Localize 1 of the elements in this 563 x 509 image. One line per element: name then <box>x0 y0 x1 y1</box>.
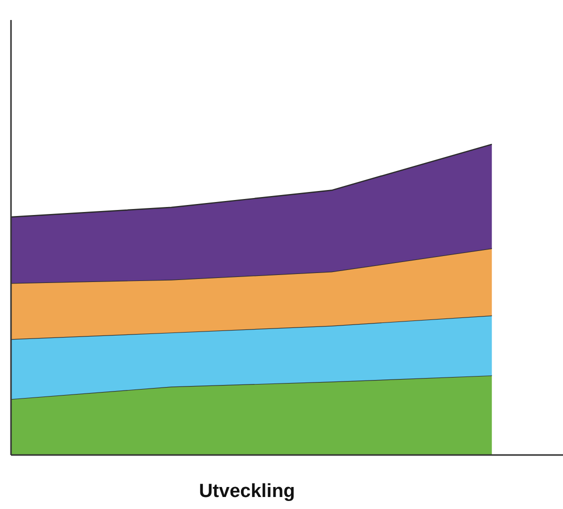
x-axis-title: Utveckling <box>198 481 296 502</box>
